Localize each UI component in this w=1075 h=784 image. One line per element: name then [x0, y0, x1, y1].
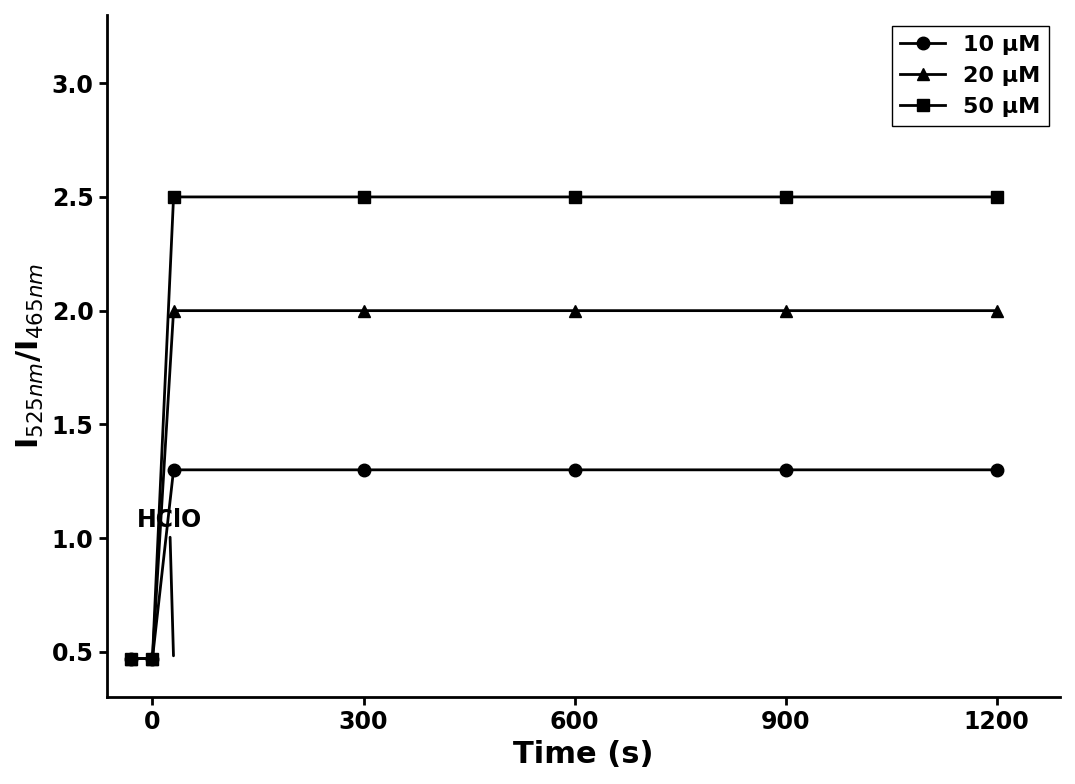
50 μM — [125, 654, 138, 663]
20 μM — [779, 306, 792, 315]
10 μM — [990, 465, 1003, 474]
20 μM — [568, 306, 580, 315]
Text: HClO: HClO — [137, 508, 202, 655]
20 μM — [167, 306, 180, 315]
50 μM — [146, 654, 159, 663]
50 μM — [167, 192, 180, 201]
50 μM — [568, 192, 580, 201]
10 μM — [125, 654, 138, 663]
10 μM — [357, 465, 370, 474]
20 μM — [146, 654, 159, 663]
10 μM — [146, 654, 159, 663]
50 μM — [990, 192, 1003, 201]
10 μM — [779, 465, 792, 474]
Y-axis label: I$_{525nm}$/I$_{465nm}$: I$_{525nm}$/I$_{465nm}$ — [15, 263, 46, 449]
Line: 50 μM: 50 μM — [125, 191, 1003, 665]
X-axis label: Time (s): Time (s) — [513, 740, 654, 769]
20 μM — [357, 306, 370, 315]
20 μM — [125, 654, 138, 663]
20 μM — [990, 306, 1003, 315]
Legend: 10 μM, 20 μM, 50 μM: 10 μM, 20 μM, 50 μM — [891, 26, 1049, 126]
10 μM — [568, 465, 580, 474]
10 μM — [167, 465, 180, 474]
Line: 10 μM: 10 μM — [125, 463, 1003, 665]
Line: 20 μM: 20 μM — [125, 304, 1003, 665]
50 μM — [779, 192, 792, 201]
50 μM — [357, 192, 370, 201]
